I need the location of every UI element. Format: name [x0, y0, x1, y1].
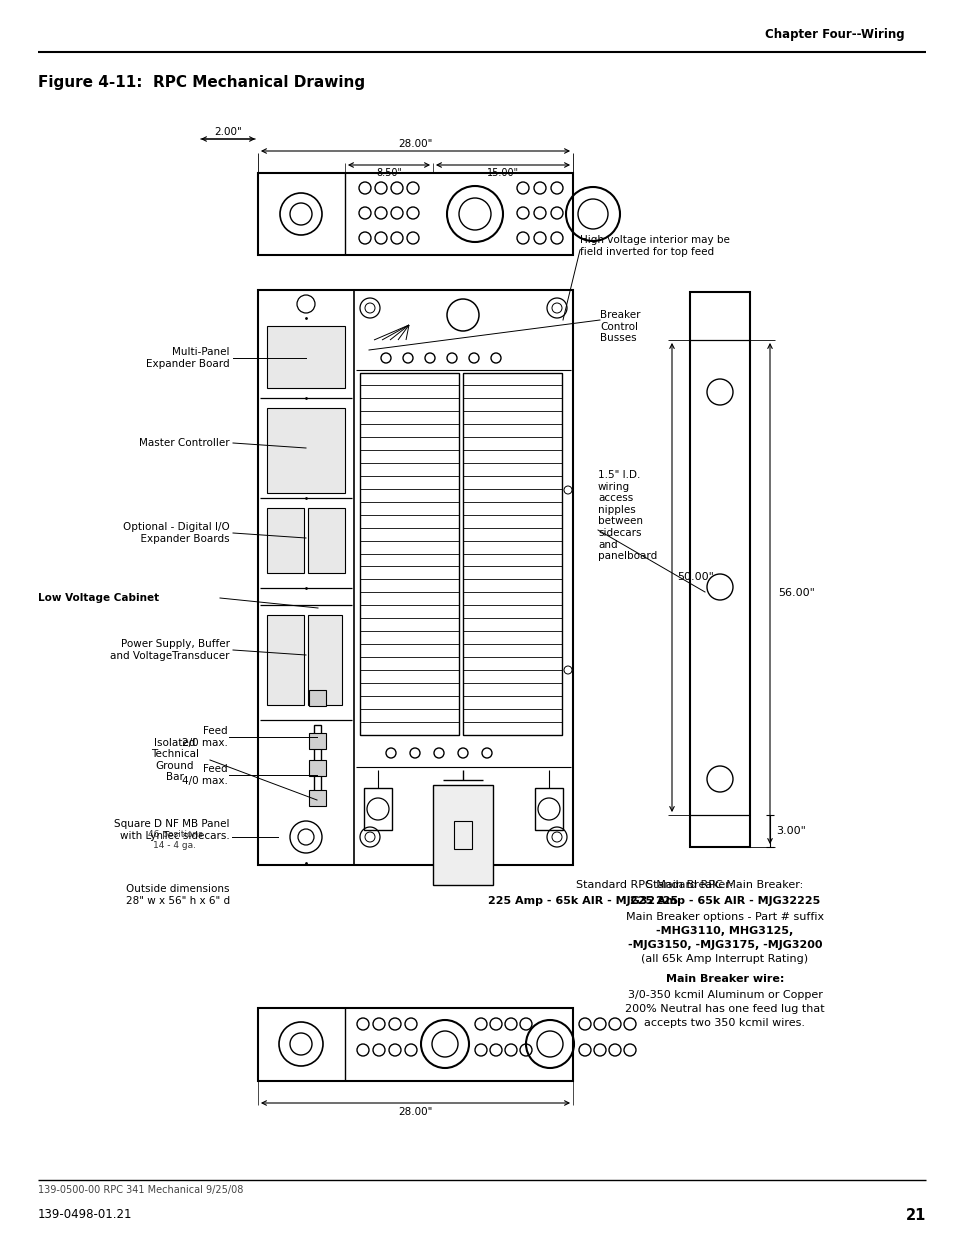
Bar	[309, 690, 326, 706]
Bar	[267, 615, 304, 705]
Text: 46 positions
14 - 4 ga.: 46 positions 14 - 4 ga.	[148, 830, 202, 850]
Circle shape	[706, 574, 732, 600]
Text: Optional - Digital I/O
  Expander Boards: Optional - Digital I/O Expander Boards	[123, 522, 230, 543]
Bar	[267, 508, 304, 573]
Bar	[309, 790, 326, 806]
Text: Outside dimensions
28" w x 56" h x 6" d: Outside dimensions 28" w x 56" h x 6" d	[126, 884, 230, 905]
Text: 225: 225	[655, 897, 678, 906]
Bar	[462, 373, 561, 735]
Circle shape	[706, 379, 732, 405]
Bar	[308, 615, 341, 705]
Text: High voltage interior may be
field inverted for top feed: High voltage interior may be field inver…	[579, 235, 729, 257]
Bar	[257, 290, 573, 864]
Bar	[267, 408, 345, 493]
Text: -MHG3110, MHG3125,: -MHG3110, MHG3125,	[656, 926, 793, 936]
Text: accepts two 350 kcmil wires.: accepts two 350 kcmil wires.	[644, 1018, 804, 1028]
Bar	[309, 760, 326, 776]
Bar	[364, 788, 392, 830]
Text: Main Breaker wire:: Main Breaker wire:	[665, 974, 783, 984]
Text: Chapter Four--Wiring: Chapter Four--Wiring	[764, 28, 904, 41]
Text: Low Voltage Cabinet: Low Voltage Cabinet	[38, 593, 159, 603]
Bar	[433, 785, 493, 885]
Bar	[308, 508, 345, 573]
Text: 139-0498-01.21: 139-0498-01.21	[38, 1209, 132, 1221]
Text: 21: 21	[904, 1208, 925, 1223]
Text: Isolated
Technical
Ground
Bar: Isolated Technical Ground Bar	[151, 737, 199, 783]
Text: 225 Amp - 65k AIR - MJG32225: 225 Amp - 65k AIR - MJG32225	[629, 897, 820, 906]
Text: 15.00": 15.00"	[486, 168, 518, 178]
Text: Multi-Panel
Expander Board: Multi-Panel Expander Board	[146, 347, 230, 369]
Text: 2.00": 2.00"	[213, 127, 242, 137]
Text: (all 65k Amp Interrupt Rating): (all 65k Amp Interrupt Rating)	[640, 953, 808, 965]
Text: 8.50": 8.50"	[375, 168, 401, 178]
Text: Master Controller: Master Controller	[139, 438, 230, 448]
Bar	[267, 326, 345, 388]
Bar	[689, 291, 749, 847]
Text: 28.00": 28.00"	[397, 1107, 432, 1116]
Text: -MJG3150, -MJG3175, -MJG3200: -MJG3150, -MJG3175, -MJG3200	[627, 940, 821, 950]
Circle shape	[706, 766, 732, 792]
Text: 3/0-350 kcmil Aluminum or Copper: 3/0-350 kcmil Aluminum or Copper	[627, 990, 821, 1000]
Text: 200% Neutral has one feed lug that: 200% Neutral has one feed lug that	[624, 1004, 824, 1014]
Text: Standard RPC Main Breaker:: Standard RPC Main Breaker:	[646, 881, 802, 890]
Text: 139-0500-00 RPC 341 Mechanical 9/25/08: 139-0500-00 RPC 341 Mechanical 9/25/08	[38, 1186, 243, 1195]
Text: 56.00": 56.00"	[778, 588, 814, 598]
Text: Standard RPC Main Breaker:: Standard RPC Main Breaker:	[576, 881, 733, 890]
Text: 3.00": 3.00"	[775, 826, 805, 836]
Bar	[257, 1008, 573, 1081]
Bar	[359, 373, 458, 735]
Bar	[309, 734, 326, 748]
Text: 1.5" I.D.
wiring
access
nipples
between
sidecars
and
panelboard: 1.5" I.D. wiring access nipples between …	[598, 471, 657, 561]
Text: Square D NF MB Panel
with LynTec sidecars.: Square D NF MB Panel with LynTec sidecar…	[114, 819, 230, 841]
Text: Power Supply, Buffer
and VoltageTransducer: Power Supply, Buffer and VoltageTransduc…	[111, 640, 230, 661]
Text: Figure 4-11:  RPC Mechanical Drawing: Figure 4-11: RPC Mechanical Drawing	[38, 75, 365, 90]
Text: Breaker
Control
Busses: Breaker Control Busses	[599, 310, 639, 343]
Text: 28.00": 28.00"	[397, 140, 432, 149]
Text: Feed
4/0 max.: Feed 4/0 max.	[182, 764, 228, 785]
Bar	[314, 725, 320, 795]
Bar	[454, 821, 472, 848]
Bar	[257, 173, 573, 254]
Bar	[535, 788, 562, 830]
Text: Feed
2/0 max.: Feed 2/0 max.	[182, 726, 228, 748]
Text: Main Breaker options - Part # suffix: Main Breaker options - Part # suffix	[625, 911, 823, 923]
Text: 50.00": 50.00"	[677, 572, 713, 582]
Text: 225 Amp - 65k AIR - MJG32: 225 Amp - 65k AIR - MJG32	[487, 897, 655, 906]
